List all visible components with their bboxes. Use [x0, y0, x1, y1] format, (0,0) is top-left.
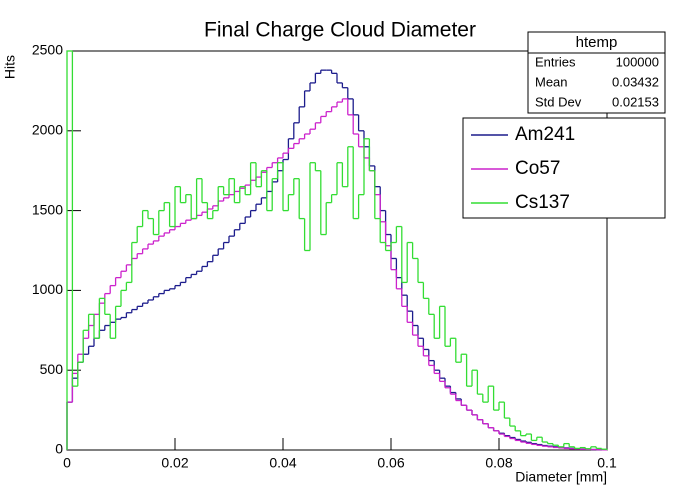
stats-box — [527, 31, 666, 114]
x-tick-label: 0.06 — [377, 455, 404, 471]
y-tick-label: 0 — [55, 441, 63, 457]
x-tick-label: 0.04 — [269, 455, 296, 471]
y-tick-label: 1000 — [32, 281, 63, 297]
x-tick-label: 0.02 — [161, 455, 188, 471]
stats-label: Std Dev — [535, 94, 582, 109]
y-tick-label: 2000 — [32, 122, 63, 138]
legend-label: Am241 — [515, 124, 575, 145]
legend-label: Cs137 — [515, 192, 570, 213]
stats-value: 0.02153 — [612, 94, 659, 109]
y-tick-label: 1500 — [32, 201, 63, 217]
y-tick-label: 500 — [40, 361, 64, 377]
stats-label: Entries — [535, 54, 576, 69]
stats-label: Mean — [535, 74, 568, 89]
stats-value: 100000 — [616, 54, 659, 69]
x-tick-label: 0 — [63, 455, 71, 471]
x-tick-label: 0.1 — [597, 455, 617, 471]
x-tick-label: 0.08 — [485, 455, 512, 471]
y-tick-label: 2500 — [32, 42, 63, 58]
stats-value: 0.03432 — [612, 74, 659, 89]
x-axis-label: Diameter [mm] — [515, 469, 607, 485]
chart-title: Final Charge Cloud Diameter — [204, 19, 476, 42]
legend-label: Co57 — [515, 158, 560, 179]
y-axis-label: Hits — [2, 55, 18, 79]
stats-title: htemp — [576, 34, 618, 51]
